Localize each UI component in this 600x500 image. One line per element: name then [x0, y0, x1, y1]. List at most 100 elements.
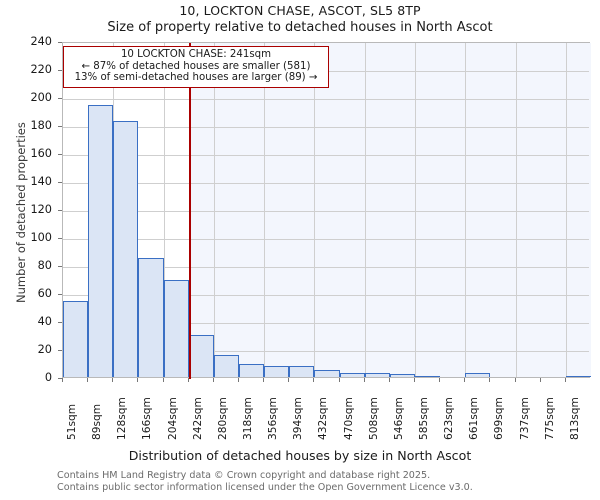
gridline — [63, 267, 589, 268]
y-tick-mark — [58, 42, 62, 43]
y-tick-mark — [58, 350, 62, 351]
page-title: 10, LOCKTON CHASE, ASCOT, SL5 8TP — [179, 3, 421, 18]
x-axis-label: Distribution of detached houses by size … — [128, 448, 472, 463]
x-tick-mark — [288, 378, 289, 382]
bar-series — [63, 43, 591, 377]
bar — [389, 374, 415, 377]
gridline — [214, 43, 215, 377]
annotation-line-1: 10 LOCKTON CHASE: 241sqm — [120, 49, 272, 60]
x-tick-mark — [112, 378, 113, 382]
x-tick-label: 204sqm — [166, 397, 179, 440]
x-tick-mark — [389, 378, 390, 382]
bar — [364, 372, 390, 377]
x-axis-ticks: 51sqm 89sqm 128sqm 166sqm 204sqm 242sqm 280sqm… — [0, 382, 600, 452]
x-tick-label: 546sqm — [392, 397, 405, 440]
bar — [565, 375, 591, 377]
y-tick-mark — [58, 294, 62, 295]
bar — [113, 120, 139, 377]
bar — [289, 365, 315, 377]
gridline — [365, 43, 366, 377]
y-tick-label: 180 — [30, 119, 52, 132]
gridline — [465, 43, 466, 377]
bar — [314, 370, 340, 377]
x-tick-label: 280sqm — [216, 397, 229, 440]
y-tick-mark — [58, 154, 62, 155]
x-tick-label: 699sqm — [493, 397, 506, 440]
gridline — [63, 99, 589, 100]
bar — [163, 280, 189, 377]
y-tick-label: 160 — [30, 147, 52, 160]
x-tick-label: 166sqm — [141, 397, 154, 440]
x-tick-mark — [313, 378, 314, 382]
gridline — [63, 211, 589, 212]
x-tick-label: 775sqm — [543, 397, 556, 440]
bar — [465, 372, 491, 377]
plot-area — [62, 42, 591, 379]
y-tick-label: 0 — [44, 371, 52, 384]
gridline — [314, 43, 315, 377]
y-tick-mark — [58, 378, 62, 379]
bar — [88, 105, 114, 377]
gridline — [63, 351, 589, 352]
x-tick-label: 470sqm — [342, 397, 355, 440]
x-tick-mark — [464, 378, 465, 382]
y-tick-mark — [58, 238, 62, 239]
x-tick-label: 737sqm — [518, 397, 531, 440]
y-tick-mark — [58, 126, 62, 127]
x-tick-mark — [439, 378, 440, 382]
x-tick-label: 356sqm — [267, 397, 280, 440]
x-tick-mark — [163, 378, 164, 382]
bar — [264, 365, 290, 377]
x-tick-mark — [540, 378, 541, 382]
gridline — [164, 43, 165, 377]
annotation-line-3: 13% of semi-detached houses are larger (… — [74, 72, 318, 84]
y-tick-label: 100 — [30, 231, 52, 244]
gridline — [63, 127, 589, 128]
y-tick-mark — [58, 70, 62, 71]
property-marker-line — [188, 43, 191, 379]
gridline — [566, 43, 567, 377]
y-tick-mark — [58, 210, 62, 211]
x-tick-mark — [414, 378, 415, 382]
x-tick-label: 508sqm — [367, 397, 380, 440]
y-tick-mark — [58, 182, 62, 183]
right-region-shading — [188, 43, 591, 377]
attribution-footer: Contains HM Land Registry data © Crown c… — [57, 470, 587, 493]
x-tick-mark — [188, 378, 189, 382]
bar — [339, 372, 365, 377]
x-tick-mark — [87, 378, 88, 382]
y-tick-label: 120 — [30, 203, 52, 216]
annotation-line-2: ← 87% of detached houses are smaller (58… — [81, 60, 311, 72]
x-tick-mark — [238, 378, 239, 382]
gridline — [63, 183, 589, 184]
gridline — [516, 43, 517, 377]
gridline — [63, 155, 589, 156]
gridline — [415, 43, 416, 377]
gridline — [63, 323, 589, 324]
gridline — [63, 239, 589, 240]
y-tick-mark — [58, 98, 62, 99]
x-tick-label: 318sqm — [242, 397, 254, 440]
footer-line-2: Contains public sector information licen… — [57, 481, 473, 493]
bar — [188, 335, 214, 377]
x-tick-label: 51sqm — [66, 403, 78, 440]
x-tick-mark — [62, 378, 63, 382]
gridline — [264, 43, 265, 377]
x-tick-label: 432sqm — [317, 397, 330, 440]
annotation-box: 10 LOCKTON CHASE: 241sqm ← 87% of detach… — [63, 46, 329, 88]
y-tick-label: 240 — [30, 35, 52, 48]
y-tick-label: 60 — [37, 287, 52, 300]
bar — [213, 354, 239, 377]
y-tick-label: 220 — [30, 63, 52, 76]
x-tick-mark — [263, 378, 264, 382]
x-tick-label: 128sqm — [116, 397, 129, 440]
gridline — [63, 295, 589, 296]
x-tick-label: 585sqm — [418, 397, 430, 440]
y-tick-label: 20 — [37, 343, 52, 356]
x-tick-label: 661sqm — [468, 397, 481, 440]
x-tick-mark — [137, 378, 138, 382]
x-tick-mark — [489, 378, 490, 382]
y-tick-mark — [58, 266, 62, 267]
bar — [239, 364, 265, 377]
